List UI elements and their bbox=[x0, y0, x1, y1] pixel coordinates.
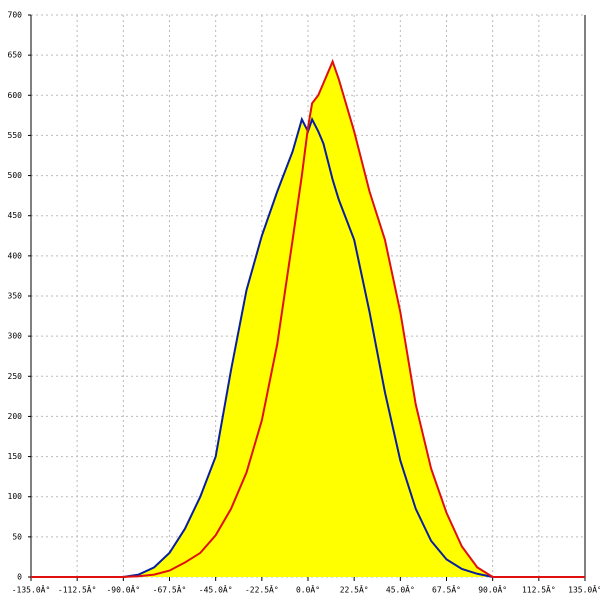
y-tick-label: 550 bbox=[8, 131, 23, 140]
y-tick-label: 300 bbox=[8, 332, 23, 341]
y-tick-label: 350 bbox=[8, 292, 23, 301]
x-tick-label: -112.5Â° bbox=[58, 584, 97, 595]
x-tick-label: 22.5Â° bbox=[340, 584, 369, 595]
x-tick-label: -67.5Â° bbox=[153, 584, 187, 595]
y-tick-label: 600 bbox=[8, 91, 23, 100]
series-line bbox=[31, 58, 585, 578]
x-tick-label: 0.0Â° bbox=[296, 584, 320, 595]
y-tick-label: 650 bbox=[8, 51, 23, 60]
x-tick-label: -135.0Â° bbox=[12, 584, 51, 595]
x-tick-label: -90.0Â° bbox=[106, 584, 140, 595]
y-tick-label: 700 bbox=[8, 11, 23, 20]
x-tick-label: -22.5Â° bbox=[245, 584, 279, 595]
y-tick-label: 500 bbox=[8, 171, 23, 180]
x-tick-label: -45.0Â° bbox=[199, 584, 233, 595]
x-tick-label: 112.5Â° bbox=[522, 584, 556, 595]
x-tick-label: 135.0Â° bbox=[568, 584, 600, 595]
x-tick-label: 45.0Â° bbox=[386, 584, 415, 595]
y-tick-label: 200 bbox=[8, 412, 23, 421]
y-tick-label: 100 bbox=[8, 492, 23, 501]
x-tick-label: 67.5Â° bbox=[432, 584, 461, 595]
y-tick-label: 400 bbox=[8, 251, 23, 260]
y-tick-label: 50 bbox=[12, 532, 22, 541]
series-line bbox=[31, 116, 585, 578]
area-fill bbox=[31, 61, 585, 577]
y-tick-label: 450 bbox=[8, 211, 23, 220]
y-tick-label: 250 bbox=[8, 372, 23, 381]
y-tick-label: 150 bbox=[8, 452, 23, 461]
x-tick-label: 90.0Â° bbox=[478, 584, 507, 595]
y-tick-label: 0 bbox=[17, 573, 22, 582]
